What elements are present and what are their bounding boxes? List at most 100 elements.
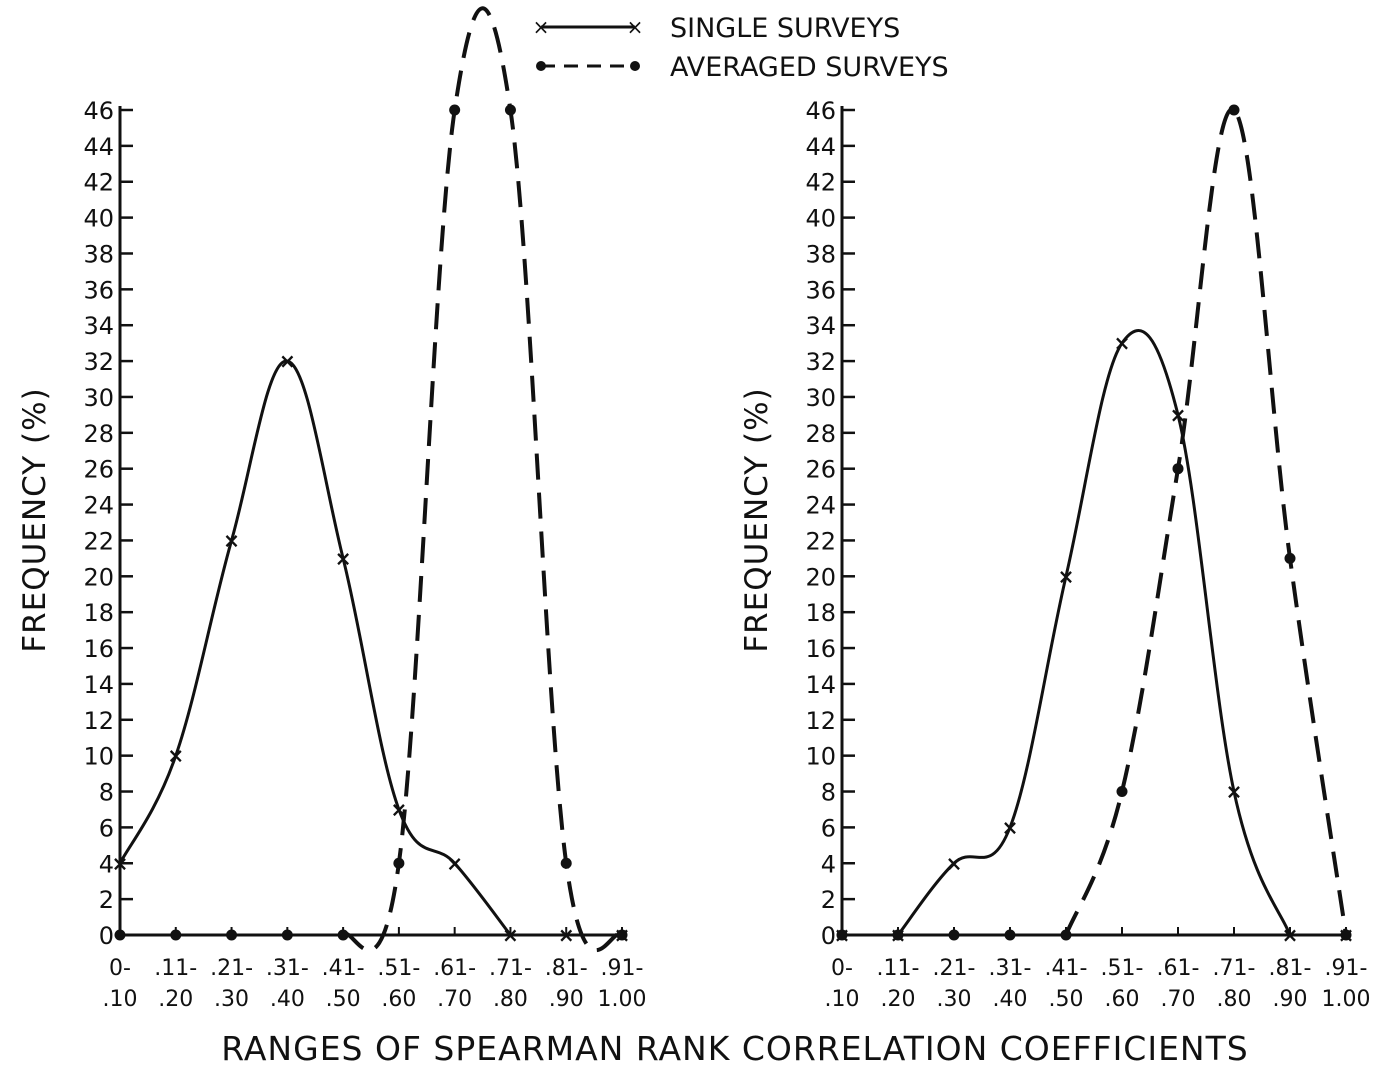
x-tick-label-bottom: .60	[381, 987, 416, 1012]
x-tick-label-top: .51-	[1101, 956, 1144, 981]
y-tick-label: 40	[805, 205, 836, 233]
x-tick-label-top: .91-	[601, 956, 644, 981]
legend-single-surveys: × × SINGLE SURVEYS	[533, 13, 901, 44]
y-tick-label: 20	[83, 563, 114, 591]
y-tick-label: 38	[83, 240, 114, 268]
x-tick-label-top: .61-	[1157, 956, 1200, 981]
y-tick-label: 34	[805, 312, 836, 340]
averaged-surveys-point	[337, 929, 349, 941]
y-tick-label: 8	[821, 779, 836, 807]
y-tick-label: 26	[805, 456, 836, 484]
y-tick-label: 12	[83, 707, 114, 735]
y-tick-label: 20	[805, 563, 836, 591]
y-tick-label: 30	[805, 384, 836, 412]
x-tick-label-top: .31-	[266, 956, 309, 981]
x-tick-label-bottom: .20	[881, 987, 916, 1012]
y-tick-label: 6	[821, 814, 836, 842]
averaged-surveys-point	[1004, 929, 1016, 941]
single-surveys-point: ×	[946, 851, 963, 875]
y-tick-label: 44	[805, 133, 836, 161]
averaged-surveys-point	[948, 929, 960, 941]
y-tick-label: 18	[805, 599, 836, 627]
x-tick-label-top: 0-	[109, 956, 131, 981]
legend-averaged-label: AVERAGED SURVEYS	[670, 52, 949, 83]
y-tick-label: 28	[83, 420, 114, 448]
x-tick-label-top: .41-	[322, 956, 365, 981]
y-tick-label: 2	[99, 886, 114, 914]
single-surveys-point: ×	[167, 744, 184, 768]
single-surveys-point: ×	[1282, 923, 1299, 947]
x-tick-label-bottom: .10	[825, 987, 860, 1012]
single-surveys-point: ×	[1226, 780, 1243, 804]
legend-single-label: SINGLE SURVEYS	[670, 13, 900, 44]
x-tick-label-top: .81-	[545, 956, 588, 981]
x-tick-label-top: .31-	[989, 956, 1032, 981]
y-axis-label-left: FREQUENCY (%)	[17, 387, 53, 652]
averaged-surveys-point	[281, 929, 293, 941]
averaged-surveys-point	[393, 857, 405, 869]
legend-single-marker-left: ×	[533, 15, 550, 39]
x-tick-label-bottom: .50	[1049, 987, 1084, 1012]
legend-single-marker-right: ×	[627, 15, 644, 39]
averaged-surveys-point	[560, 857, 572, 869]
y-tick-label: 36	[83, 276, 114, 304]
y-tick-label: 36	[805, 276, 836, 304]
x-tick-label-top: .91-	[1325, 956, 1368, 981]
x-tick-label-top: .21-	[210, 956, 253, 981]
averaged-surveys-point	[1228, 104, 1240, 116]
x-tick-label-bottom: .80	[1217, 987, 1252, 1012]
single-surveys-point: ×	[279, 349, 296, 373]
single-surveys-point: ×	[1058, 564, 1075, 588]
y-tick-label: 32	[805, 348, 836, 376]
y-tick-label: 24	[805, 492, 836, 520]
single-surveys-point: ×	[1114, 331, 1131, 355]
x-tick-label-bottom: .50	[326, 987, 361, 1012]
x-tick-label-bottom: .60	[1105, 987, 1140, 1012]
averaged-surveys-point	[226, 929, 238, 941]
legend-averaged-marker-right	[630, 61, 640, 71]
y-tick-label: 44	[83, 133, 114, 161]
y-tick-label: 6	[99, 814, 114, 842]
x-tick-label-top: .21-	[933, 956, 976, 981]
y-axis-label-right: FREQUENCY (%)	[739, 387, 775, 652]
averaged-surveys-point	[1284, 552, 1296, 564]
x-tick-label-bottom: .10	[103, 987, 138, 1012]
x-tick-label-top: .51-	[377, 956, 420, 981]
x-tick-label-bottom: 1.00	[1322, 987, 1371, 1012]
chart-right-panel: 0246810121416182022242628303234363840424…	[805, 97, 1370, 1012]
averaged-surveys-point	[170, 929, 182, 941]
x-tick-label-bottom: .80	[493, 987, 528, 1012]
x-tick-label-bottom: .20	[158, 987, 193, 1012]
legend: × × SINGLE SURVEYS AVERAGED SURVEYS	[533, 13, 949, 83]
y-tick-label: 34	[83, 312, 114, 340]
legend-averaged-surveys: AVERAGED SURVEYS	[536, 52, 949, 83]
y-tick-label: 42	[805, 169, 836, 197]
y-tick-label: 10	[83, 743, 114, 771]
x-axis-label: RANGES OF SPEARMAN RANK CORRELATION COEF…	[221, 1029, 1248, 1067]
single-surveys-point: ×	[112, 851, 129, 875]
averaged-surveys-point	[836, 929, 848, 941]
y-tick-label: 46	[83, 97, 114, 125]
x-tick-label-top: .61-	[433, 956, 476, 981]
x-tick-label-top: .81-	[1269, 956, 1312, 981]
y-tick-label: 24	[83, 492, 114, 520]
y-tick-label: 18	[83, 599, 114, 627]
x-tick-label-top: .71-	[1213, 956, 1256, 981]
y-tick-label: 26	[83, 456, 114, 484]
y-tick-label: 14	[83, 671, 114, 699]
y-tick-label: 46	[805, 97, 836, 125]
y-tick-label: 16	[83, 635, 114, 663]
y-tick-label: 0	[99, 922, 114, 950]
averaged-surveys-point	[892, 929, 904, 941]
y-tick-label: 14	[805, 671, 836, 699]
chart-left-panel: 0246810121416182022242628303234363840424…	[83, 6, 646, 1012]
single-surveys-line	[896, 329, 1292, 936]
x-tick-label-bottom: .90	[549, 987, 584, 1012]
y-tick-label: 8	[99, 779, 114, 807]
averaged-surveys-point	[1340, 929, 1352, 941]
y-tick-label: 32	[83, 348, 114, 376]
single-surveys-point: ×	[446, 851, 463, 875]
y-tick-label: 42	[83, 169, 114, 197]
x-tick-label-bottom: .70	[437, 987, 472, 1012]
